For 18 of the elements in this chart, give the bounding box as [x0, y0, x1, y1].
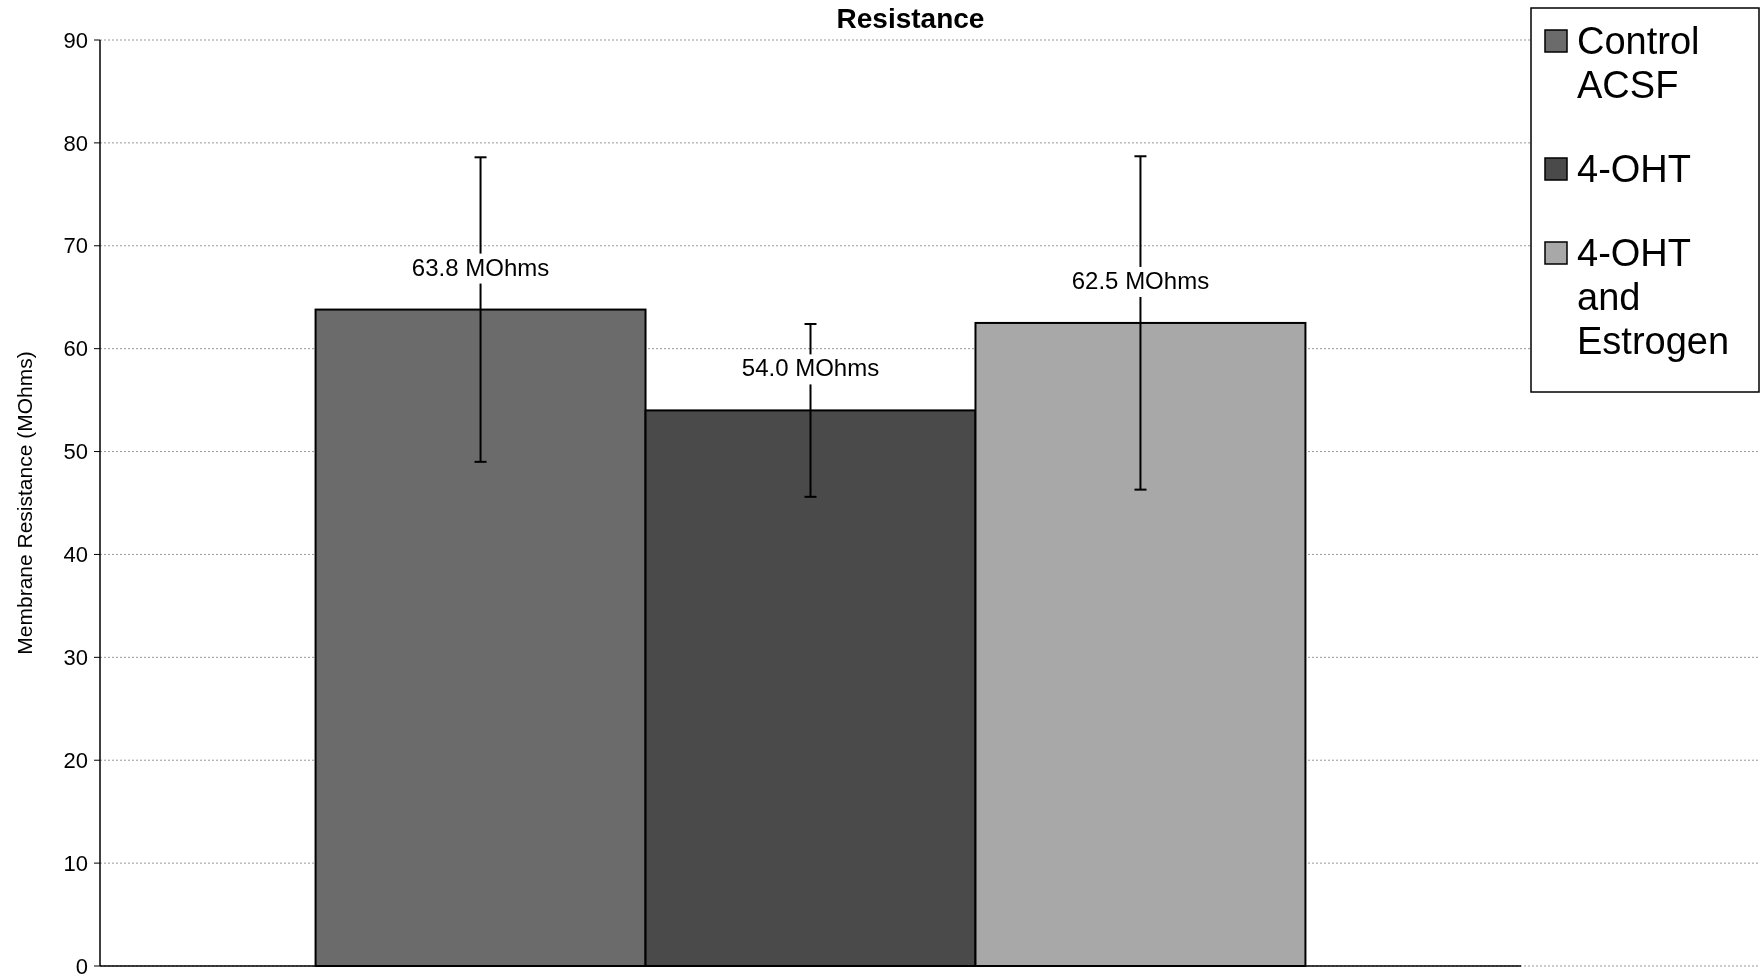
- y-tick-label: 40: [63, 542, 88, 568]
- legend-label: Control ACSF: [1577, 20, 1700, 106]
- legend-label: 4-OHT and Estrogen: [1577, 232, 1730, 362]
- y-tick-label: 50: [63, 439, 88, 465]
- chart-title: Resistance: [836, 3, 985, 34]
- y-tick-label: 90: [63, 27, 88, 53]
- y-tick-label: 0: [75, 953, 88, 974]
- data-label: 54.0 MOhms: [741, 354, 880, 382]
- data-label: 62.5 MOhms: [1071, 266, 1210, 294]
- y-tick-label: 70: [63, 233, 88, 259]
- legend-label: 4-OHT: [1577, 148, 1691, 190]
- y-tick-label: 80: [63, 130, 88, 156]
- y-tick-label: 60: [63, 336, 88, 362]
- y-axis-title: Membrane Resistance (MOhms): [13, 351, 36, 655]
- y-tick-label: 30: [63, 645, 88, 671]
- y-tick-label: 20: [63, 747, 88, 773]
- data-label: 63.8 MOhms: [411, 253, 550, 281]
- y-tick-label: 10: [63, 850, 88, 876]
